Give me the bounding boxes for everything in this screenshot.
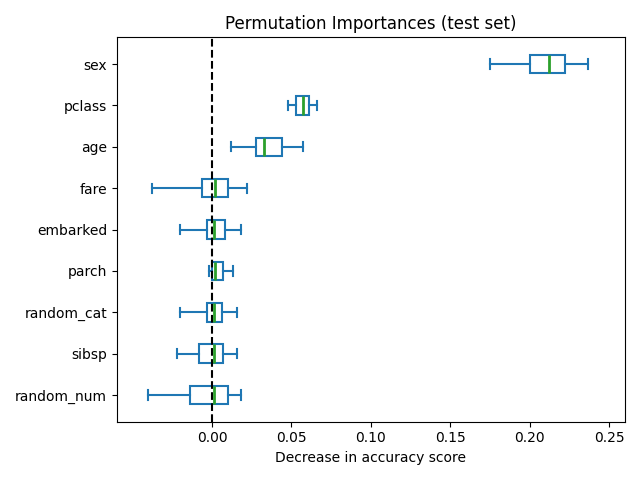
PathPatch shape [207, 220, 225, 239]
PathPatch shape [202, 179, 228, 197]
PathPatch shape [190, 385, 228, 404]
Title: Permutation Importances (test set): Permutation Importances (test set) [225, 15, 516, 33]
PathPatch shape [212, 262, 223, 280]
PathPatch shape [199, 344, 223, 363]
PathPatch shape [530, 55, 564, 73]
PathPatch shape [296, 96, 309, 115]
X-axis label: Decrease in accuracy score: Decrease in accuracy score [275, 451, 467, 465]
PathPatch shape [207, 303, 221, 322]
PathPatch shape [257, 137, 282, 156]
